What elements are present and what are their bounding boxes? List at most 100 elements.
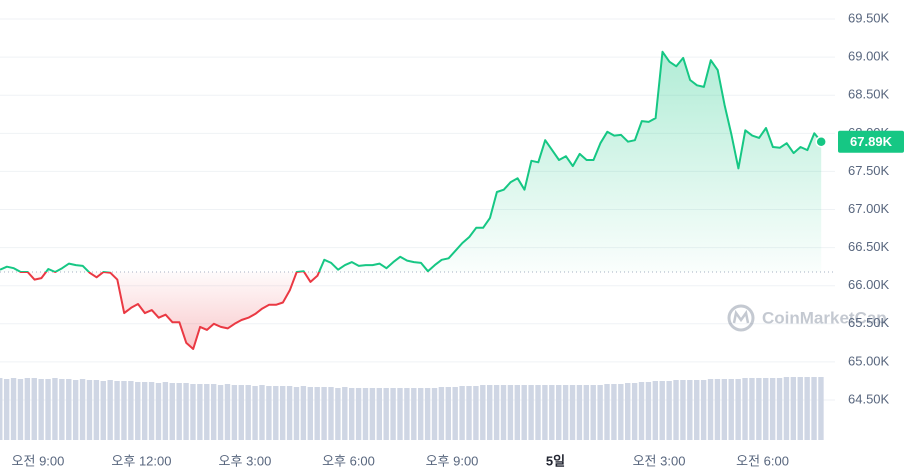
y-tick-label: 64.50K [848, 391, 890, 406]
volume-bar [197, 384, 203, 440]
volume-bar [749, 378, 755, 440]
volume-bar [121, 381, 127, 440]
y-tick-label: 65.50K [848, 315, 890, 330]
volume-bar [645, 382, 652, 440]
area-down [0, 272, 822, 349]
volume-bar [38, 379, 44, 440]
volume-bar [694, 380, 700, 440]
volume-bar [438, 387, 445, 440]
volume-bar [141, 382, 148, 440]
y-tick-label: 67.00K [848, 201, 890, 216]
price-line-up [0, 50, 822, 272]
volume-bar [542, 385, 548, 440]
volume-bar [217, 385, 224, 440]
volume-bar [266, 386, 272, 440]
volume-bar [286, 386, 293, 440]
x-tick-label: 오전 3:00 [633, 453, 686, 468]
volume-bar [625, 383, 631, 440]
volume-bar [811, 377, 817, 440]
volume-bar [45, 379, 51, 440]
volume-bar [514, 385, 521, 440]
volume-bar [259, 385, 265, 440]
volume-bar [155, 383, 162, 440]
volume-bar [231, 385, 238, 440]
area-up [0, 51, 822, 272]
x-tick-label: 오전 9:00 [12, 453, 65, 468]
volume-bar [714, 379, 721, 440]
volume-bar [466, 386, 472, 440]
volume-bar [597, 385, 603, 440]
volume-bar [652, 381, 659, 440]
volume-bar [300, 386, 307, 440]
volume-bar [535, 385, 541, 440]
volume-bar [521, 385, 527, 440]
volume-bar [604, 384, 610, 440]
volume-bar [24, 378, 31, 440]
volume-bar [307, 387, 313, 440]
volume-bar [59, 379, 65, 440]
volume-bar [335, 388, 341, 440]
volume-bar [687, 380, 693, 440]
volume-bar [424, 388, 431, 440]
volume-bar [549, 385, 555, 440]
y-tick-label: 68.50K [848, 87, 890, 102]
y-tick-label: 69.00K [848, 49, 890, 64]
volume-bar [473, 386, 479, 440]
volume-bar [279, 386, 286, 440]
volume-bar [348, 388, 355, 440]
volume-bar [100, 381, 106, 440]
volume-bar [204, 384, 210, 440]
volume-bar [238, 385, 244, 440]
volume-bar [93, 380, 100, 440]
volume-bar [411, 388, 417, 440]
volume-bar [314, 387, 320, 440]
volume-bar [590, 385, 596, 440]
volume-bar [576, 385, 583, 440]
volume-bar [783, 377, 790, 440]
volume-bar [763, 378, 769, 440]
volume-bar [776, 378, 783, 440]
volume-bar [79, 379, 86, 440]
volume-bar [383, 388, 389, 440]
volume-bar [321, 387, 327, 440]
volume-bar [493, 385, 500, 440]
volume-bar [362, 388, 369, 440]
volume-bar [480, 385, 486, 440]
volume-bar [445, 387, 452, 440]
volume-bar [790, 377, 797, 440]
volume-bar [804, 377, 810, 440]
x-tick-label: 오전 6:00 [736, 453, 789, 468]
volume-bar [638, 382, 645, 440]
volume-bar [190, 384, 196, 440]
volume-bar [680, 380, 686, 440]
volume-bar [418, 388, 424, 440]
x-tick-label: 오후 9:00 [426, 453, 479, 468]
volume-bar [107, 380, 113, 440]
volume-bar [818, 377, 824, 440]
volume-bar [342, 387, 348, 440]
volume-bar [328, 387, 334, 440]
volume-bar [700, 380, 707, 440]
volume-bar [52, 378, 58, 440]
x-tick-label: 오후 3:00 [219, 453, 272, 468]
volume-bar [390, 388, 396, 440]
volume-bar [769, 378, 776, 440]
volume-bar [86, 380, 93, 440]
volume-bar [431, 388, 438, 440]
volume-bar [756, 378, 762, 440]
x-tick-label: 오후 12:00 [111, 453, 171, 468]
volume-bar [169, 383, 175, 440]
volume-bar [293, 387, 300, 440]
volume-bar [618, 384, 624, 440]
volume-bar [659, 381, 665, 440]
volume-bar [528, 385, 534, 440]
volume-bar [666, 381, 672, 440]
volume-bar [252, 386, 258, 440]
y-tick-label: 65.00K [848, 353, 890, 368]
volume-bar [135, 382, 141, 440]
volume-bar [17, 379, 24, 440]
volume-bar [128, 381, 134, 440]
y-tick-label: 69.50K [848, 10, 890, 25]
volume-bar [369, 388, 376, 440]
